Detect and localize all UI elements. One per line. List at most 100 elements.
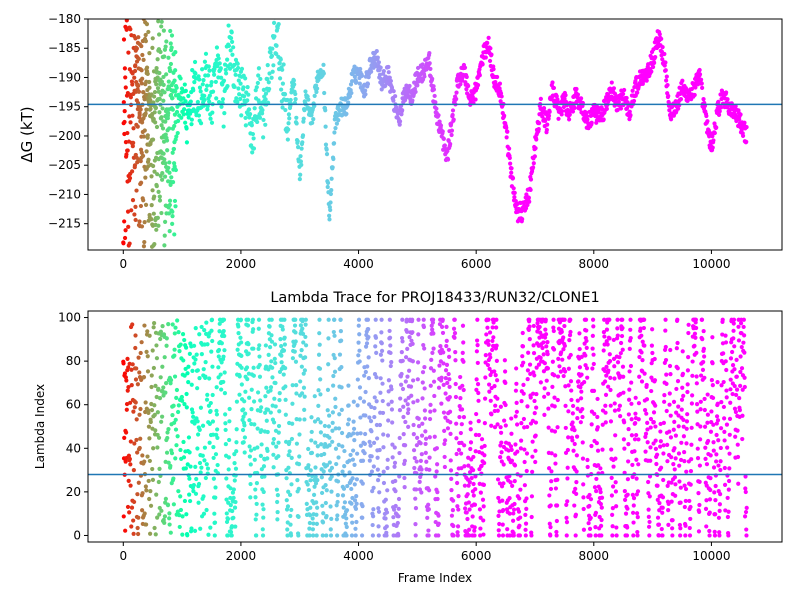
lambda-point-749 [297, 432, 302, 437]
lambda-point-2079 [610, 533, 615, 538]
delta-g-point-603 [239, 66, 245, 71]
delta-g-point-295 [173, 50, 178, 55]
lambda-point-1251 [415, 398, 420, 403]
lambda-point-750 [297, 417, 302, 422]
delta-g-point-225 [160, 126, 166, 131]
lambda-point-2496 [708, 476, 713, 481]
lambda-point-1770 [537, 324, 542, 330]
lambda-point-2524 [714, 414, 720, 419]
lambda-point-661 [276, 430, 281, 435]
lambda-point-665 [277, 391, 282, 396]
lambda-point-2215 [642, 343, 647, 348]
lambda-point-97 [144, 522, 149, 527]
lambda-point-826 [315, 453, 320, 458]
lambda-point-972 [349, 533, 355, 538]
lambda-point-2153 [627, 346, 632, 351]
lambda-point-1119 [384, 533, 389, 538]
lambda-point-1126 [386, 418, 391, 423]
lambda-point-2049 [603, 403, 608, 408]
lambda-point-2002 [592, 411, 597, 416]
delta-g-point-498 [202, 59, 208, 64]
lambda-point-1587 [494, 343, 499, 348]
lambda-point-1990 [589, 443, 594, 449]
delta-g-point-755 [293, 96, 298, 102]
lambda-point-1512 [476, 432, 482, 438]
lambda-point-866 [324, 463, 330, 468]
delta-g-point-234 [162, 90, 167, 95]
lambda-point-1284 [423, 429, 428, 434]
lambda-point-776 [303, 317, 308, 322]
lambda-point-971 [349, 513, 354, 518]
lambda-point-767 [301, 371, 306, 376]
lambda-point-1148 [391, 515, 396, 520]
delta-g-point-553 [222, 111, 227, 116]
delta-g-point-1095 [413, 89, 418, 94]
lambda-point-1088 [377, 490, 382, 495]
lambda-point-481 [234, 440, 239, 445]
delta-g-point-1033 [391, 89, 396, 94]
lambda-point-2374 [679, 407, 684, 412]
lambda-point-1959 [582, 380, 587, 385]
lambda-point-273 [185, 371, 190, 376]
delta-g-point-1310 [489, 52, 494, 57]
lambda-point-2130 [622, 446, 627, 451]
delta-g-point-63 [132, 212, 137, 217]
delta-g-point-258 [166, 79, 171, 84]
lambda-point-2089 [612, 401, 617, 406]
lambda-point-2205 [639, 379, 645, 384]
lambda-point-768 [301, 385, 307, 390]
lambda-point-1836 [553, 453, 558, 458]
lambda-point-1384 [446, 347, 451, 352]
lambda-point-545 [249, 407, 254, 412]
lambda-point-1044 [366, 376, 371, 381]
delta-g-point-391 [165, 148, 170, 153]
lambda-point-1380 [445, 426, 451, 431]
lambda-point-701 [286, 489, 291, 494]
lambda-point-889 [330, 428, 335, 433]
delta-g-point-1803 [663, 60, 668, 65]
lambda-point-127 [151, 446, 156, 451]
delta-g-point-751 [292, 82, 297, 87]
lambda-point-1599 [497, 509, 502, 514]
lambda-point-1090 [377, 447, 382, 453]
lambda-point-2147 [626, 442, 631, 447]
lambda-point-202 [168, 530, 173, 535]
lambda-point-1010 [358, 443, 363, 448]
lambda-title: Lambda Trace for PROJ18433/RUN32/CLONE1 [270, 290, 599, 306]
lambda-point-1496 [473, 487, 478, 492]
lambda-point-1265 [418, 458, 423, 463]
lambda-point-1923 [573, 533, 578, 538]
lambda-point-1955 [581, 482, 586, 487]
lambda-point-133 [152, 525, 157, 531]
lambda-point-1650 [509, 431, 514, 436]
lambda-point-22 [126, 384, 131, 390]
lambda-point-2548 [720, 317, 725, 322]
lambda-point-2202 [639, 333, 644, 338]
lambda-point-840 [318, 430, 324, 435]
lambda-point-514 [242, 399, 247, 404]
lambda-point-2500 [709, 409, 714, 414]
lambda-point-473 [232, 461, 237, 466]
lambda-point-694 [284, 476, 289, 481]
lambda-point-49 [132, 405, 137, 410]
lambda-point-2238 [647, 494, 652, 499]
lambda-point-2239 [647, 474, 653, 479]
lambda-point-1393 [448, 468, 454, 473]
delta-g-point-713 [278, 57, 283, 62]
lambda-point-1201 [403, 379, 408, 384]
delta-g-point-484 [197, 85, 203, 90]
lambda-point-2292 [660, 533, 665, 538]
delta-g-point-969 [369, 69, 374, 74]
delta-g-point-865 [332, 130, 337, 135]
lambda-point-2570 [725, 514, 730, 520]
delta-g-point-853 [328, 207, 333, 213]
lambda-point-2428 [692, 343, 697, 348]
lambda-point-2232 [646, 491, 651, 496]
lambda-point-1260 [417, 479, 422, 485]
lambda-point-775 [303, 322, 308, 327]
lambda-point-1828 [551, 325, 556, 330]
lambda-point-1064 [371, 485, 376, 490]
lambda-point-258 [181, 455, 187, 460]
lambda-point-2539 [718, 459, 723, 464]
lambda-point-461 [229, 533, 234, 538]
